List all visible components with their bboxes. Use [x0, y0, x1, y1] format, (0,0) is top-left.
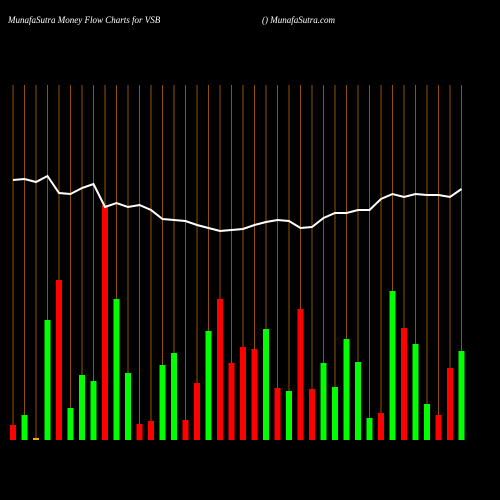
bar [171, 353, 177, 440]
bar [378, 413, 384, 440]
bar [366, 418, 373, 440]
bar [148, 421, 154, 440]
bar [320, 363, 327, 440]
bar [274, 388, 281, 440]
bar [297, 309, 304, 440]
bar [10, 425, 16, 440]
bar [182, 420, 189, 440]
bar [447, 368, 453, 440]
bar [67, 408, 74, 440]
bar [44, 320, 51, 440]
bar [228, 363, 235, 440]
bar [286, 391, 292, 440]
price-line [12, 174, 463, 233]
bar [90, 381, 97, 440]
bar [251, 349, 258, 440]
bar [458, 351, 465, 440]
chart-subtitle: () MunafaSutra.com [262, 15, 335, 25]
bar [56, 280, 62, 440]
bar [125, 373, 131, 440]
bar [217, 299, 223, 440]
bar [424, 404, 430, 440]
bar [113, 299, 120, 440]
bar [343, 339, 350, 440]
bar [263, 329, 269, 440]
bar [21, 415, 28, 440]
bar [401, 328, 407, 440]
bar [240, 347, 246, 440]
bar [355, 362, 361, 440]
bar [136, 424, 143, 440]
bar [309, 389, 315, 440]
bar [412, 344, 419, 440]
bar [389, 291, 396, 440]
bar [159, 365, 166, 440]
bar [332, 387, 338, 440]
bar [194, 383, 200, 440]
bar [79, 375, 85, 440]
chart-title: MunafaSutra Money Flow Charts for VSB [7, 15, 161, 25]
bar [205, 331, 212, 440]
bar [102, 205, 108, 440]
bar [435, 415, 442, 440]
bar [33, 438, 39, 440]
